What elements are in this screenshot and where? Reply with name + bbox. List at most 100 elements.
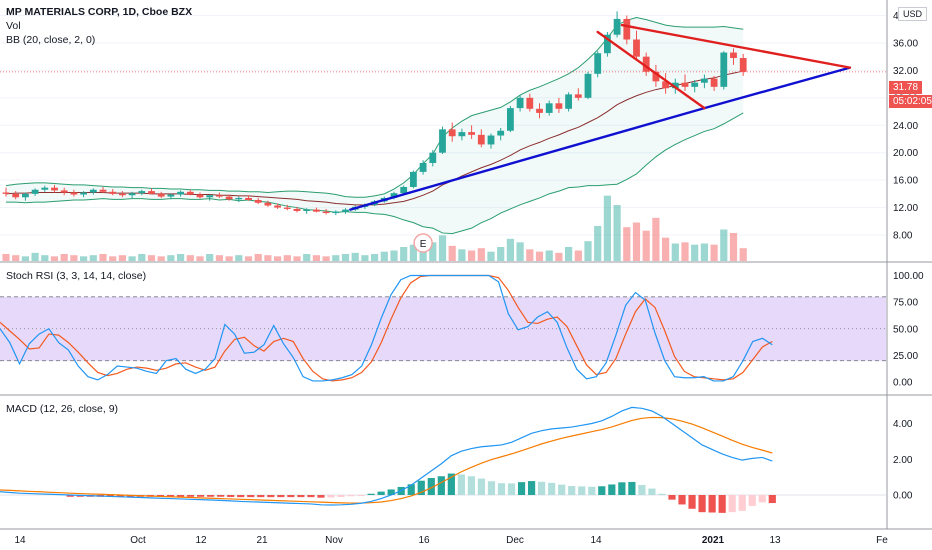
macd-histogram-bar: [327, 495, 334, 498]
macd-histogram-bar: [357, 495, 364, 496]
volume-bar: [643, 231, 650, 261]
time-tick-label: 14: [14, 535, 26, 546]
bollinger-label[interactable]: BB (20, close, 2, 0): [6, 33, 192, 47]
volume-bar: [623, 227, 630, 261]
candle-body: [129, 193, 136, 195]
macd-histogram-bar: [458, 474, 465, 495]
price-panel: E: [0, 11, 886, 261]
macd-histogram-bar: [508, 483, 515, 495]
volume-bar: [226, 256, 233, 261]
candle-body: [158, 194, 165, 197]
earnings-marker-label: E: [420, 239, 427, 250]
volume-bar: [274, 256, 281, 261]
volume-bar: [449, 246, 456, 261]
axis-layer: 8.0012.0016.0020.0024.0028.0032.0036.004…: [14, 11, 924, 546]
macd-histogram-bar: [678, 495, 685, 504]
time-tick-label: 16: [418, 535, 430, 546]
volume-bar: [361, 255, 368, 261]
volume-bar: [371, 254, 378, 261]
time-tick-label: Dec: [506, 535, 524, 546]
macd-histogram-bar: [709, 495, 716, 513]
volume-bar: [575, 251, 582, 262]
macd-histogram-bar: [628, 482, 635, 495]
candle-body: [3, 192, 10, 193]
candle-body: [235, 198, 242, 199]
macd-histogram-bar: [739, 495, 746, 511]
volume-bar: [546, 251, 553, 262]
volume-bar: [730, 233, 737, 261]
last-price-tag: 31.78: [889, 81, 922, 94]
macd-panel: [0, 407, 886, 512]
price-tick-label: 12.00: [893, 203, 918, 214]
symbol-title[interactable]: MP MATERIALS CORP, 1D, Cboe BZX: [6, 5, 192, 19]
candle-body: [226, 197, 233, 200]
macd-histogram-bar: [568, 486, 575, 495]
macd-tick-label: 0.00: [893, 491, 913, 502]
candle-body: [168, 195, 175, 197]
legend-main: MP MATERIALS CORP, 1D, Cboe BZX Vol BB (…: [6, 5, 192, 47]
currency-badge[interactable]: USD: [898, 7, 927, 21]
candle-body: [682, 83, 689, 87]
volume-label[interactable]: Vol: [6, 19, 192, 33]
candle-body: [109, 192, 116, 194]
candle-body: [711, 79, 718, 87]
macd-histogram-bar: [698, 495, 705, 512]
macd-histogram-bar: [207, 495, 214, 497]
candle-body: [565, 94, 572, 108]
candle-body: [255, 200, 262, 203]
candle-body: [206, 195, 213, 197]
volume-bar: [487, 252, 494, 261]
candle-body: [459, 132, 466, 136]
volume-bar: [2, 254, 9, 261]
macd-label[interactable]: MACD (12, 26, close, 9): [6, 402, 118, 416]
macd-histogram-bar: [488, 481, 495, 495]
candle-body: [410, 172, 417, 187]
candle-body: [740, 58, 747, 72]
candle-body: [546, 103, 553, 113]
macd-signal-line: [0, 417, 772, 503]
candle-body: [119, 194, 126, 195]
volume-bar: [555, 253, 562, 261]
volume-bar: [303, 254, 310, 261]
candle-body: [517, 98, 524, 108]
volume-bar: [652, 218, 659, 261]
candle-body: [187, 192, 194, 195]
macd-histogram-bar: [227, 495, 234, 497]
volume-bar: [342, 254, 349, 261]
candle-body: [332, 212, 339, 213]
candle-body: [148, 191, 155, 194]
volume-bar: [264, 255, 271, 261]
stoch-rsi-label[interactable]: Stoch RSI (3, 3, 14, 14, close): [6, 269, 146, 283]
macd-histogram-bar: [578, 486, 585, 495]
candle-body: [32, 190, 39, 194]
price-tick-label: 16.00: [893, 176, 918, 187]
macd-histogram-bar: [478, 479, 485, 495]
candle-body: [478, 135, 485, 145]
macd-histogram-bar: [759, 495, 766, 502]
volume-bar: [22, 256, 29, 261]
volume-bar: [497, 247, 504, 261]
macd-histogram-bar: [729, 495, 736, 512]
candle-body: [623, 19, 630, 40]
candle-body: [633, 40, 640, 57]
volume-bar: [672, 244, 679, 262]
volume-bar: [138, 254, 145, 261]
price-tick-label: 20.00: [893, 148, 918, 159]
volume-bar: [206, 254, 213, 261]
candle-body: [41, 188, 48, 190]
macd-histogram-bar: [618, 482, 625, 495]
candle-body: [614, 19, 621, 35]
volume-bar: [196, 256, 203, 261]
macd-histogram-bar: [187, 495, 194, 497]
macd-histogram-bar: [558, 485, 565, 495]
volume-bar: [536, 252, 543, 261]
macd-tick-label: 4.00: [893, 419, 913, 430]
legend-stoch: Stoch RSI (3, 3, 14, 14, close): [6, 269, 146, 283]
volume-bar: [720, 230, 727, 262]
volume-bar: [323, 256, 330, 261]
stoch-tick-label: 25.00: [893, 351, 918, 362]
volume-bar: [158, 256, 165, 261]
candle-body: [594, 53, 601, 74]
volume-bar: [187, 255, 194, 261]
candle-body: [556, 103, 563, 108]
